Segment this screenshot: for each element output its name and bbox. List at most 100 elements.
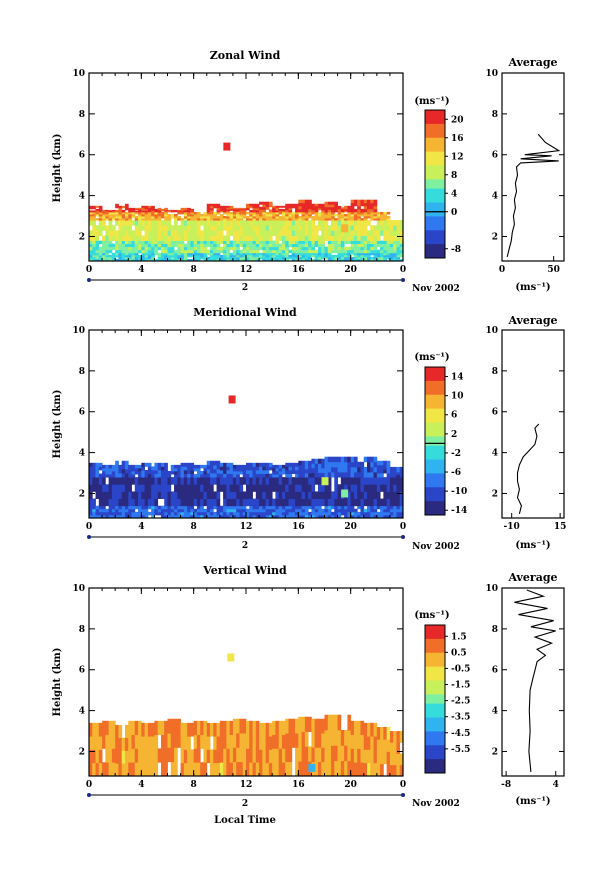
meridional-unit: (ms⁻¹) xyxy=(414,352,449,363)
colorbar-tick-label: 1.5 xyxy=(451,632,467,642)
zonal-profile-title: Average xyxy=(507,56,557,69)
heatmap-cell xyxy=(177,209,181,211)
heatmap-cell xyxy=(324,256,329,260)
heatmap-cell xyxy=(321,761,325,777)
heatmap-cell xyxy=(337,230,342,236)
heatmap-cell xyxy=(160,249,165,254)
heatmap-cell xyxy=(246,240,250,245)
heatmap-cell xyxy=(177,252,181,256)
heatmap-cell xyxy=(337,498,342,507)
heatmap-cell xyxy=(314,761,319,777)
heatmap-cell xyxy=(396,466,401,470)
heatmap-cell xyxy=(196,505,201,510)
colorbar-segment xyxy=(425,165,445,171)
heatmap-cell xyxy=(308,211,312,215)
heatmap-cell xyxy=(340,760,345,777)
heatmap-cell xyxy=(301,514,306,519)
heatmap-cell xyxy=(259,254,263,258)
heatmap-cell xyxy=(295,256,299,260)
heatmap-cell xyxy=(219,462,224,467)
heatmap-cell xyxy=(95,505,100,510)
heatmap-cell xyxy=(236,225,240,231)
x-tick-label: 16 xyxy=(292,265,305,275)
heatmap-cell xyxy=(239,747,244,763)
heatmap-cell xyxy=(229,466,234,471)
heatmap-cell xyxy=(108,209,113,211)
heatmap-cell xyxy=(314,747,319,763)
heatmap-cell xyxy=(268,216,273,219)
heatmap-cell xyxy=(121,484,126,492)
colorbar-segment xyxy=(425,128,445,134)
heatmap-cell xyxy=(373,749,378,764)
heatmap-cell xyxy=(242,747,247,763)
heatmap-cell xyxy=(331,760,335,777)
heatmap-cell xyxy=(170,216,175,219)
heatmap-cell xyxy=(108,210,113,212)
heatmap-cell xyxy=(89,246,93,251)
heatmap-cell xyxy=(196,225,201,231)
heatmap-cell xyxy=(295,205,299,209)
heatmap-cell xyxy=(115,473,119,478)
heatmap-cell xyxy=(344,218,348,221)
heatmap-cell xyxy=(213,211,217,215)
heatmap-cell xyxy=(246,511,250,516)
heatmap-cell xyxy=(272,220,276,226)
heatmap-cell xyxy=(272,208,276,211)
heatmap-cell xyxy=(170,464,175,469)
heatmap-cell xyxy=(147,462,152,467)
heatmap-cell xyxy=(301,505,306,510)
heatmap-cell xyxy=(334,484,338,492)
heatmap-cell xyxy=(121,464,126,470)
heatmap-cell xyxy=(399,254,404,258)
heatmap-cell xyxy=(393,511,397,516)
heatmap-cell xyxy=(213,505,217,510)
heatmap-cell xyxy=(95,469,100,474)
heatmap-cell xyxy=(229,240,234,245)
heatmap-cell xyxy=(216,473,221,478)
heatmap-cell xyxy=(242,240,247,245)
heatmap-cell xyxy=(138,225,142,231)
heatmap-cell xyxy=(203,235,208,241)
heatmap-cell xyxy=(350,252,355,256)
heatmap-cell xyxy=(180,511,185,516)
heatmap-cell xyxy=(216,749,221,764)
heatmap-cell xyxy=(360,734,365,749)
heatmap-cell xyxy=(98,498,103,507)
heatmap-cell xyxy=(105,508,110,513)
heatmap-cell xyxy=(311,243,316,248)
heatmap-cell xyxy=(311,718,316,734)
heatmap-cell xyxy=(138,511,142,516)
heatmap-cell xyxy=(105,235,110,241)
heatmap-cell xyxy=(108,220,113,226)
colorbar-segment xyxy=(425,689,445,695)
heatmap-cell xyxy=(108,254,113,258)
heatmap-cell xyxy=(160,473,165,478)
heatmap-cell xyxy=(118,252,123,256)
heatmap-cell xyxy=(111,254,116,258)
heatmap-cell xyxy=(246,230,250,236)
heatmap-cell xyxy=(141,477,145,485)
heatmap-cell xyxy=(259,511,263,516)
heatmap-cell xyxy=(128,254,132,258)
heatmap-cell xyxy=(268,484,273,492)
heatmap-cell xyxy=(206,218,211,221)
heatmap-cell xyxy=(360,202,365,207)
heatmap-cell xyxy=(160,209,165,212)
heatmap-cell xyxy=(344,508,348,513)
heatmap-cell xyxy=(370,749,374,764)
heatmap-cell xyxy=(124,498,129,507)
heatmap-cell xyxy=(344,466,348,473)
heatmap-cell xyxy=(200,477,204,485)
heatmap-cell xyxy=(246,220,250,226)
heatmap-cell xyxy=(160,235,165,241)
heatmap-cell xyxy=(147,225,152,231)
heatmap-cell xyxy=(89,240,93,245)
heatmap-cell xyxy=(393,469,397,473)
heatmap-cell xyxy=(95,252,100,256)
heatmap-cell xyxy=(308,256,312,260)
heatmap-cell xyxy=(389,474,394,478)
heatmap-cell xyxy=(180,736,185,750)
heatmap-cell xyxy=(183,722,188,737)
heatmap-cell xyxy=(295,203,299,207)
heatmap-cell xyxy=(344,214,348,217)
